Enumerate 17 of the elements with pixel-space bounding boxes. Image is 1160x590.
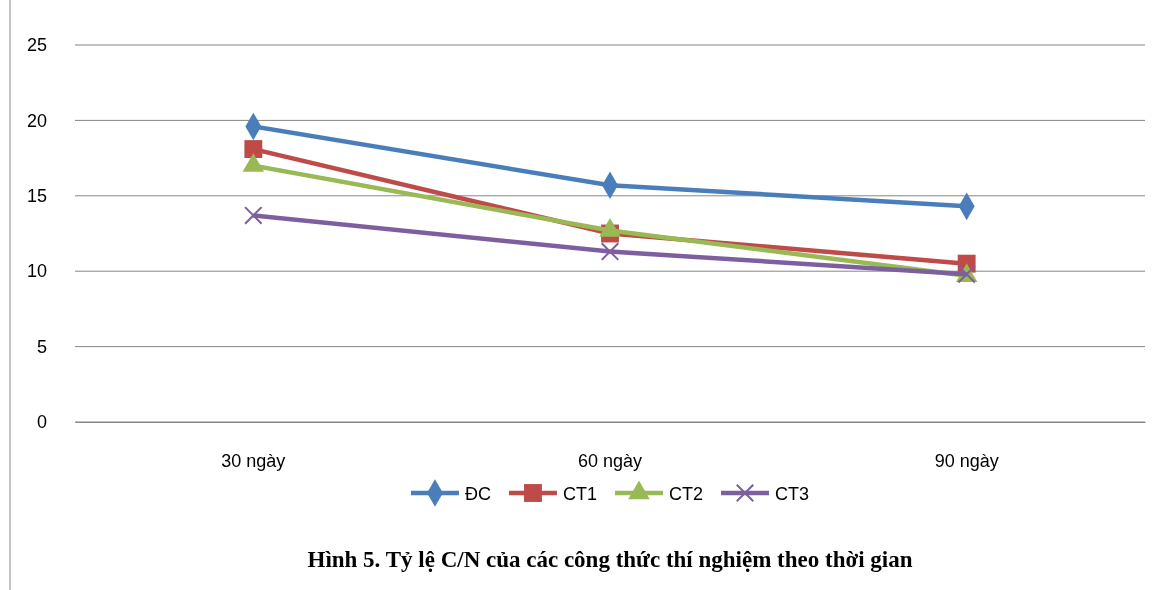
y-tick-label: 15: [26, 186, 47, 207]
y-tick-label: 0: [36, 412, 47, 433]
point: [244, 140, 263, 158]
y-tick-label: 10: [26, 261, 47, 282]
legend-label: CT2: [668, 484, 704, 504]
legend-label: CT1: [562, 484, 597, 504]
x-tick-label: 60 ngày: [577, 450, 643, 471]
text: Hình 5. Tỷ lệ C/N của các công thức thí nghiệm theo thời gian: [307, 547, 913, 572]
x-tick-label: 30 ngày: [221, 450, 286, 471]
y-tick-label: 20: [26, 110, 47, 131]
y-tick-label: 25: [26, 35, 47, 56]
point: [600, 242, 620, 261]
point: [244, 206, 263, 225]
legend-label: CT3: [775, 484, 810, 504]
legend-label: ĐC: [464, 484, 491, 504]
y-tick-label: 5: [36, 336, 47, 357]
x-tick-label: 90 ngày: [934, 450, 999, 471]
